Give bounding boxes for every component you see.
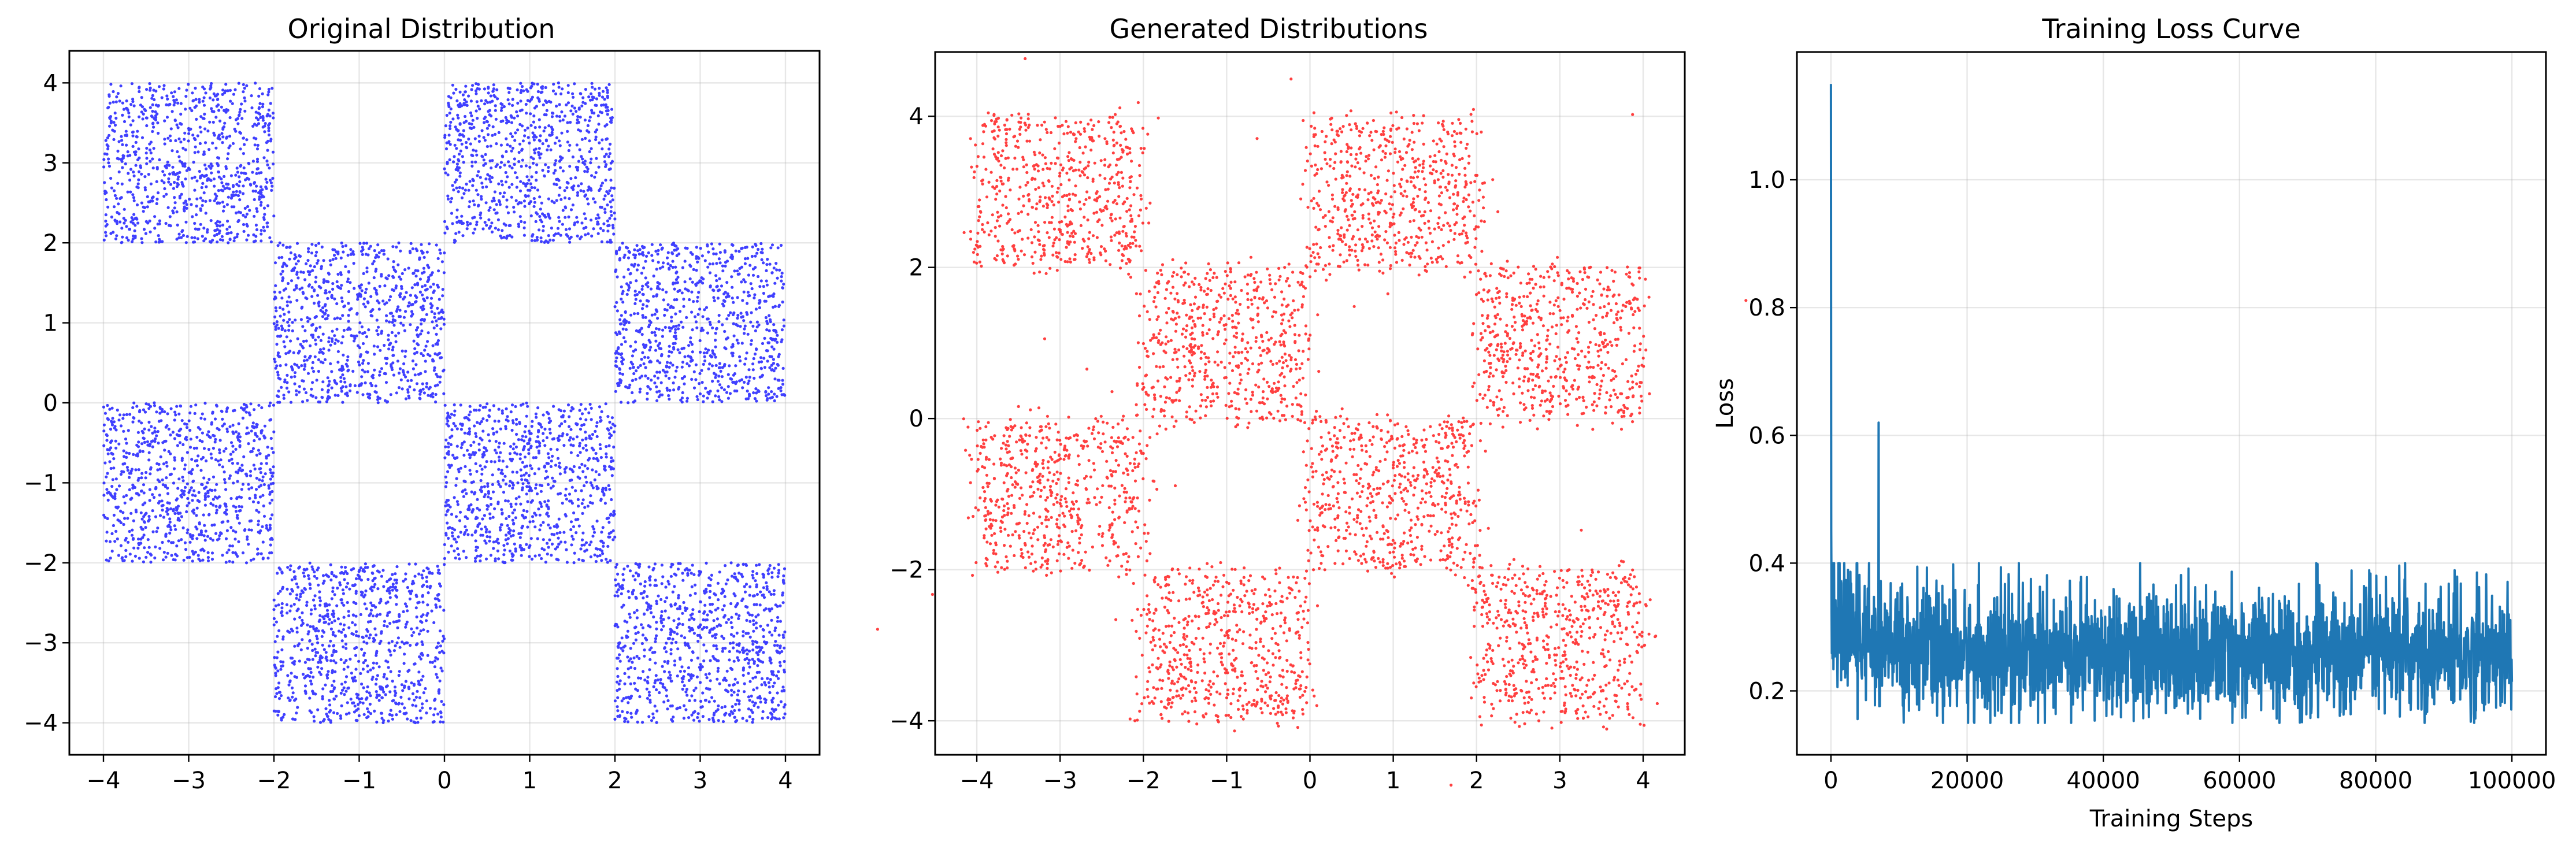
x-tick-label: 100000 <box>2468 768 2556 794</box>
x-tick-label: 3 <box>1552 768 1567 794</box>
training-loss-title: Training Loss Curve <box>2041 13 2300 45</box>
y-tick-label: 1.0 <box>1748 167 1785 194</box>
y-tick-label: 0 <box>43 390 58 417</box>
loss-ylabel: Loss <box>1712 378 1739 429</box>
original-distribution-title: Original Distribution <box>288 13 555 45</box>
y-tick-label: −4 <box>24 710 58 737</box>
y-tick-label: −1 <box>24 470 58 496</box>
x-tick-label: −2 <box>1126 768 1161 794</box>
y-tick-label: −3 <box>24 630 58 657</box>
y-tick-label: 2 <box>43 230 58 257</box>
x-tick-label: 20000 <box>1930 768 2004 794</box>
generated-distributions-title: Generated Distributions <box>1110 13 1428 45</box>
loss-ticks: 0 20000 40000 60000 80000 100000 0.2 0.4 0.6 0.8 1… <box>1748 167 2556 794</box>
x-tick-label: 0 <box>1303 768 1317 794</box>
x-tick-label: 80000 <box>2339 768 2412 794</box>
scatter-points <box>102 81 787 725</box>
original-points <box>102 81 787 725</box>
x-tick-label: 4 <box>1636 768 1650 794</box>
generated-points <box>876 57 1748 787</box>
x-tick-label: 60000 <box>2203 768 2276 794</box>
x-tick-label: −1 <box>342 768 376 794</box>
loss-xlabel: Training Steps <box>2089 806 2253 832</box>
x-tick-label: −2 <box>257 768 291 794</box>
x-tick-label: −3 <box>1043 768 1077 794</box>
y-tick-label: 4 <box>909 103 924 130</box>
y-tick-label: 4 <box>43 70 58 97</box>
x-tick-label: 2 <box>607 768 622 794</box>
y-tick-label: −4 <box>889 708 924 735</box>
x-tick-label: 2 <box>1469 768 1484 794</box>
x-tick-label: −4 <box>960 768 994 794</box>
x-tick-label: −3 <box>172 768 206 794</box>
generated-grid <box>935 52 1685 755</box>
x-tick-label: −1 <box>1210 768 1244 794</box>
x-tick-label: 1 <box>1386 768 1400 794</box>
x-tick-label: 0 <box>437 768 451 794</box>
y-tick-label: 0.4 <box>1748 550 1785 577</box>
x-tick-label: 1 <box>522 768 537 794</box>
loss-curve <box>1829 84 2514 724</box>
y-tick-label: −2 <box>24 550 58 577</box>
generated-ticks: −4 −3 −2 −1 0 1 2 3 4 −4 −2 0 2 4 <box>889 103 1651 794</box>
scatter-points <box>876 57 1748 787</box>
y-tick-label: 2 <box>909 255 924 281</box>
y-tick-label: 0 <box>909 406 924 432</box>
training-loss-panel: Training Loss Curve 0 20000 40000 60000 8000… <box>1712 13 2556 832</box>
y-tick-label: 0.2 <box>1748 678 1785 705</box>
loss-plot-frame <box>1796 51 2547 756</box>
y-tick-label: −2 <box>889 557 924 584</box>
loss-series-line <box>1829 84 2514 724</box>
x-tick-label: −4 <box>87 768 121 794</box>
original-ticks: −4 −3 −2 −1 0 1 2 3 4 −4 −3 −2 −1 0 1 2 3 4 <box>24 70 793 794</box>
original-distribution-panel: Original Distribution −4 −3 −2 −1 0 1 2 3 4−4−3−… <box>24 13 821 794</box>
y-tick-label: 0.6 <box>1748 422 1785 449</box>
y-tick-label: 1 <box>43 310 58 337</box>
y-tick-label: 3 <box>43 150 58 177</box>
x-tick-label: 3 <box>693 768 707 794</box>
x-tick-label: 40000 <box>2067 768 2140 794</box>
x-tick-label: 0 <box>1823 768 1838 794</box>
generated-distributions-panel: Generated Distributions −4 −3 −2 −1 0 1 2 3 4−4−… <box>876 13 1748 794</box>
x-tick-label: 4 <box>778 768 792 794</box>
y-tick-label: 0.8 <box>1748 295 1785 321</box>
